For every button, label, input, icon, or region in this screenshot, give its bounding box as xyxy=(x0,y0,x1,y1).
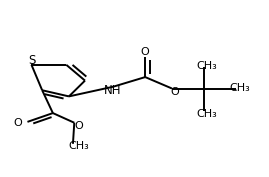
Text: CH₃: CH₃ xyxy=(196,109,217,119)
Text: O: O xyxy=(170,87,179,97)
Text: CH₃: CH₃ xyxy=(196,61,217,71)
Text: O: O xyxy=(13,118,22,128)
Text: O: O xyxy=(141,47,150,58)
Text: S: S xyxy=(28,54,35,67)
Text: NH: NH xyxy=(104,84,122,97)
Text: CH₃: CH₃ xyxy=(68,141,89,152)
Text: O: O xyxy=(74,121,83,131)
Text: CH₃: CH₃ xyxy=(230,84,251,93)
